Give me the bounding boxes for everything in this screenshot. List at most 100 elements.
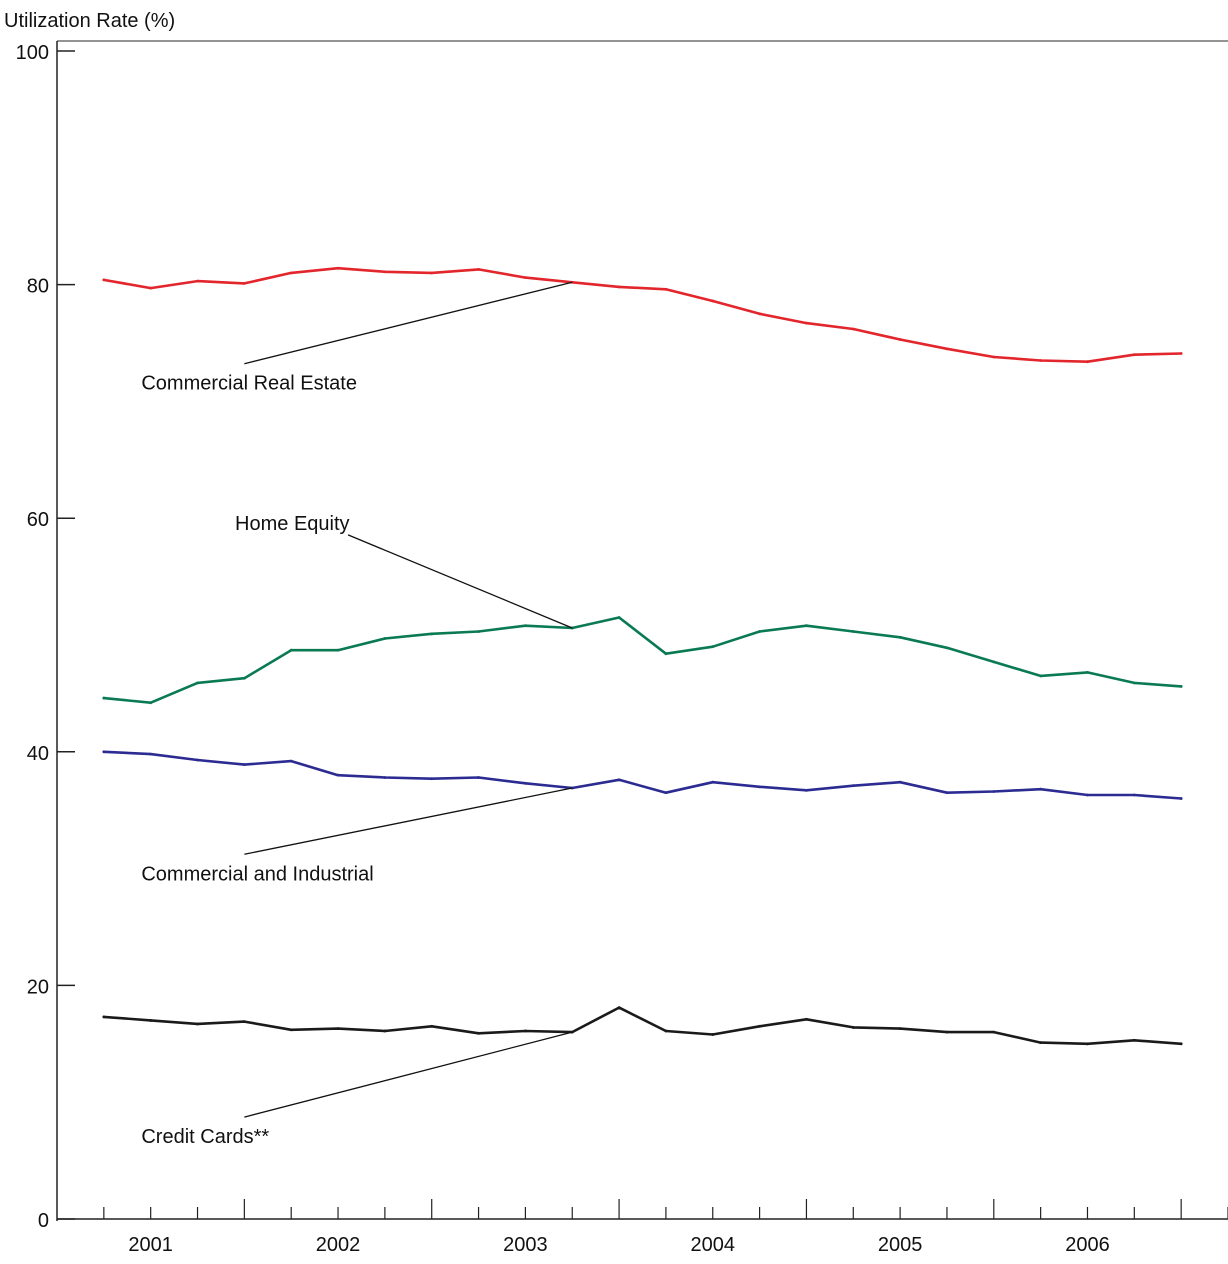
y-tick-label: 40: [27, 743, 49, 765]
data-point: [336, 1027, 340, 1031]
data-point: [1179, 797, 1183, 800]
annotation-leader-line: [244, 1031, 573, 1118]
data-point: [664, 652, 668, 656]
data-point: [711, 780, 715, 784]
data-point: [149, 752, 153, 756]
data-point: [477, 776, 480, 779]
series-group: [102, 266, 1183, 1046]
data-point: [242, 763, 246, 767]
data-point: [1039, 1041, 1043, 1045]
data-point: [805, 788, 808, 792]
data-point: [524, 276, 527, 279]
data-point: [383, 776, 387, 779]
data-point: [805, 321, 808, 325]
y-tick-label: 60: [27, 509, 49, 531]
plot-frame: [56, 40, 1228, 1221]
data-point: [1132, 793, 1136, 797]
data-point: [336, 266, 340, 270]
data-point: [664, 1029, 668, 1033]
data-point: [851, 1026, 855, 1029]
data-point: [430, 1024, 434, 1028]
axes: 0 20 40 60 80 100 2001 2002 2003 2004 2005 2006: [16, 42, 1228, 1256]
x-tick-label: 2005: [878, 1234, 923, 1256]
data-point: [383, 1029, 387, 1033]
data-point: [898, 780, 902, 784]
data-point: [664, 287, 668, 291]
data-point: [149, 1019, 153, 1022]
data-point: [898, 1027, 902, 1031]
data-point: [1039, 787, 1043, 791]
series-line-credit-cards: [102, 1006, 1183, 1046]
series-line-home-equity: [102, 616, 1183, 705]
data-point: [898, 635, 902, 639]
series-annotation-label: Commercial and Industrial: [141, 863, 373, 885]
annotation-leader-line: [244, 787, 573, 855]
series-line-commercial-and-industrial: [102, 750, 1183, 800]
annotations-group: Commercial Real Estate Home Equity Commerc…: [141, 281, 573, 1148]
x-tick-label: 2001: [128, 1234, 173, 1256]
data-point: [1039, 674, 1043, 678]
data-point: [617, 778, 621, 782]
data-point: [242, 676, 246, 680]
data-point: [758, 312, 761, 316]
data-point: [336, 648, 340, 652]
data-point: [945, 646, 949, 650]
data-point: [524, 1029, 527, 1033]
data-point: [805, 1017, 808, 1021]
data-point: [992, 355, 996, 359]
data-point: [1086, 360, 1089, 364]
data-point: [992, 790, 996, 793]
x-tick-label: 2004: [691, 1234, 736, 1256]
data-point: [196, 1022, 199, 1026]
y-axis-label: Utilization Rate (%): [4, 10, 175, 32]
series-annotation-label: Home Equity: [235, 513, 349, 535]
data-point: [477, 268, 480, 271]
data-point: [945, 1030, 949, 1034]
y-tick-label: 80: [27, 276, 49, 298]
data-point: [617, 1006, 621, 1009]
data-point: [711, 1033, 715, 1036]
data-point: [289, 759, 293, 763]
data-point: [992, 660, 996, 664]
data-point: [617, 616, 621, 619]
data-point: [102, 696, 106, 700]
data-point: [477, 1031, 480, 1035]
data-point: [383, 637, 387, 640]
data-point: [1086, 1042, 1089, 1046]
data-point: [383, 270, 387, 274]
data-point: [758, 630, 761, 633]
data-point: [851, 630, 855, 633]
data-point: [992, 1030, 996, 1034]
data-point: [102, 750, 106, 754]
data-point: [758, 785, 761, 789]
data-point: [149, 286, 153, 290]
y-tick-label: 0: [38, 1210, 49, 1232]
data-point: [524, 781, 527, 785]
data-point: [289, 1028, 293, 1032]
data-point: [289, 648, 293, 652]
data-point: [289, 271, 293, 275]
data-point: [196, 681, 199, 685]
series-annotation-label: Credit Cards**: [141, 1126, 269, 1148]
series-line-commercial-real-estate: [102, 266, 1183, 364]
data-point: [664, 791, 668, 795]
x-tick-label: 2003: [503, 1234, 548, 1256]
x-tick-label: 2002: [316, 1234, 361, 1256]
data-point: [945, 791, 949, 795]
data-point: [242, 282, 246, 285]
data-point: [336, 773, 340, 777]
data-point: [1179, 684, 1183, 688]
data-point: [430, 632, 434, 636]
data-point: [1132, 1038, 1136, 1042]
data-point: [851, 784, 855, 788]
series-annotation-label: Commercial Real Estate: [141, 373, 357, 395]
data-point: [477, 630, 480, 633]
annotation-leader-line: [244, 281, 573, 365]
data-point: [524, 624, 527, 628]
data-point: [1132, 353, 1136, 357]
data-point: [102, 1015, 106, 1019]
data-point: [1086, 793, 1089, 797]
data-point: [1039, 359, 1043, 362]
